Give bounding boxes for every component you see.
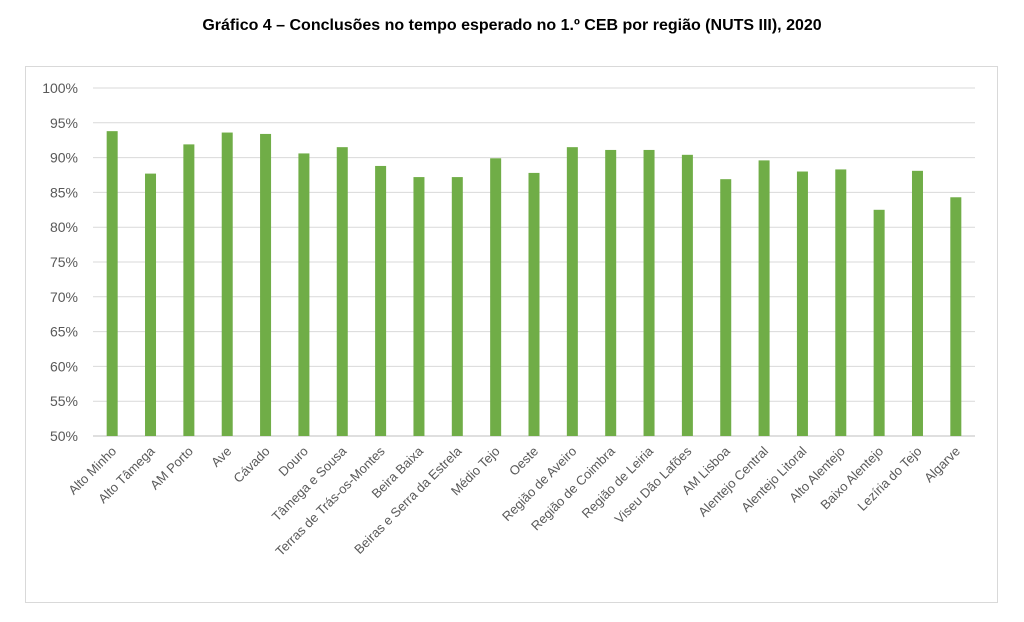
bar	[528, 172, 540, 437]
bar	[490, 158, 502, 436]
bar	[145, 173, 157, 436]
x-tick-label: Cávado	[230, 444, 272, 486]
bar	[873, 209, 885, 436]
bar	[605, 149, 617, 436]
bar	[451, 177, 463, 436]
x-tick-label: Oeste	[506, 444, 541, 479]
y-tick-label: 50%	[50, 428, 78, 444]
y-tick-label: 95%	[50, 115, 78, 131]
bar	[375, 165, 387, 436]
chart-title: Gráfico 4 – Conclusões no tempo esperado…	[202, 17, 822, 34]
bar	[950, 197, 962, 436]
y-tick-label: 70%	[50, 289, 78, 305]
bar	[221, 132, 233, 436]
bar	[796, 171, 808, 436]
bar	[183, 144, 195, 436]
bar	[298, 153, 310, 436]
bar	[260, 133, 272, 436]
y-tick-label: 85%	[50, 184, 78, 200]
x-tick-label: AM Porto	[147, 444, 196, 493]
bar	[720, 179, 732, 436]
bar	[911, 170, 923, 436]
bar	[413, 177, 425, 436]
x-tick-label: Douro	[275, 444, 311, 480]
y-tick-label: 80%	[50, 219, 78, 235]
y-tick-label: 55%	[50, 393, 78, 409]
bar	[106, 131, 118, 437]
bar	[336, 147, 348, 436]
bar	[835, 169, 847, 436]
bar	[758, 160, 770, 436]
y-tick-label: 60%	[50, 358, 78, 374]
chart-frame	[25, 66, 998, 603]
x-tick-label: Ave	[208, 444, 234, 470]
y-tick-label: 75%	[50, 254, 78, 270]
bar	[681, 154, 693, 437]
bar	[643, 149, 655, 436]
bar	[566, 147, 578, 436]
y-tick-label: 90%	[50, 150, 78, 166]
y-tick-label: 65%	[50, 324, 78, 340]
y-tick-label: 100%	[42, 80, 78, 96]
x-tick-label: Algarve	[921, 444, 963, 486]
